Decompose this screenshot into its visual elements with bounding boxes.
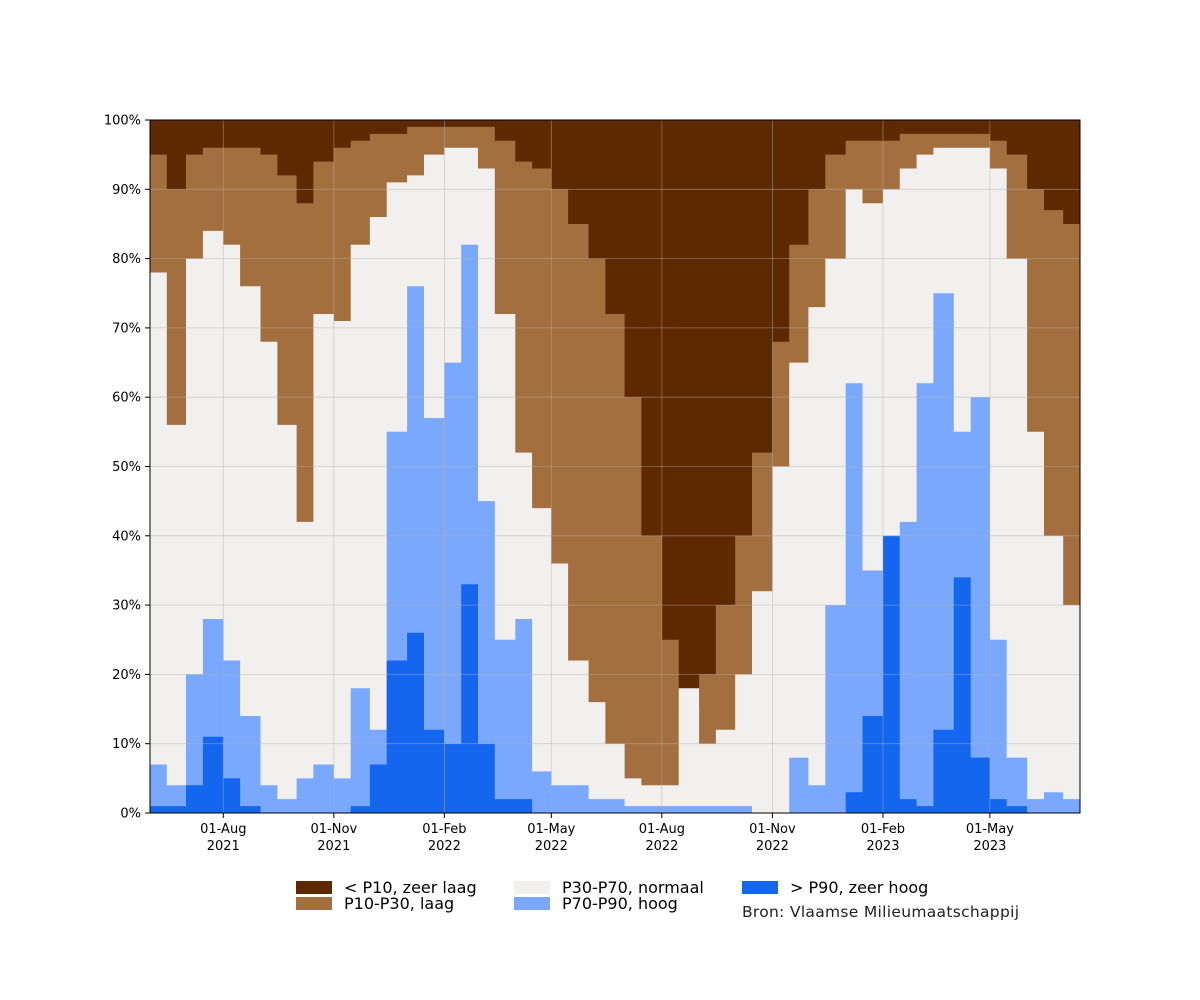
- x-tick-label: 01-Nov: [749, 822, 796, 837]
- legend-label-hoog: P70-P90, hoog: [562, 894, 678, 913]
- legend-item-hoog: P70-P90, hoog: [514, 894, 678, 913]
- y-tick-label: 30%: [112, 599, 141, 614]
- y-tick-label: 50%: [112, 460, 141, 475]
- source-note: Bron: Vlaamse Milieumaatschappij: [742, 903, 1020, 921]
- legend-swatch-normaal: [514, 881, 550, 894]
- x-tick-year-label: 2022: [645, 839, 678, 854]
- x-tick-label: 01-Aug: [639, 822, 685, 837]
- y-tick-label: 100%: [104, 114, 141, 129]
- x-tick-label: 01-Feb: [861, 822, 905, 837]
- legend-swatch-zeer-laag: [296, 881, 332, 894]
- plot-area: [150, 120, 1080, 813]
- legend-label-laag: P10-P30, laag: [344, 894, 455, 913]
- y-tick-label: 0%: [120, 807, 141, 822]
- y-tick-label: 70%: [112, 321, 141, 336]
- x-axis: 01-Aug 2021 01-Nov 2021 01-Feb 2022 01-May 2022…: [200, 813, 1014, 854]
- x-tick-label: 01-Nov: [311, 822, 358, 837]
- legend: < P10, zeer laag P10-P30, laag P30-P70, …: [296, 878, 1056, 928]
- y-tick-label: 20%: [112, 668, 141, 683]
- x-tick-year-label: 2022: [756, 839, 789, 854]
- x-tick-year-label: 2023: [866, 839, 899, 854]
- legend-label-zeer-hoog: > P90, zeer hoog: [790, 878, 929, 897]
- legend-label-zeer-laag: < P10, zeer laag: [344, 878, 477, 897]
- y-tick-label: 90%: [112, 183, 141, 198]
- legend-swatch-laag: [296, 897, 332, 910]
- legend-item-zeer-hoog: > P90, zeer hoog: [742, 878, 928, 897]
- x-tick-year-label: 2023: [973, 839, 1006, 854]
- x-tick-year-label: 2022: [535, 839, 568, 854]
- legend-item-laag: P10-P30, laag: [296, 894, 454, 913]
- legend-swatch-hoog: [514, 897, 550, 910]
- y-tick-label: 40%: [112, 529, 141, 544]
- legend-swatch-zeer-hoog: [742, 881, 778, 894]
- y-tick-label: 10%: [112, 737, 141, 752]
- legend-label-normaal: P30-P70, normaal: [562, 878, 704, 897]
- y-tick-label: 80%: [112, 252, 141, 267]
- area-hoog: [150, 244, 1080, 813]
- x-tick-year-label: 2021: [317, 839, 350, 854]
- x-tick-year-label: 2021: [207, 839, 240, 854]
- x-tick-label: 01-Aug: [200, 822, 246, 837]
- y-axis: 0% 10% 20% 30% 40% 50% 60% 70% 80% 90% 100%: [104, 114, 150, 822]
- x-tick-label: 01-May: [966, 822, 1014, 837]
- x-tick-label: 01-Feb: [422, 822, 466, 837]
- x-tick-year-label: 2022: [428, 839, 461, 854]
- y-tick-label: 60%: [112, 391, 141, 406]
- legend-item-zeer-laag: < P10, zeer laag: [296, 878, 477, 897]
- legend-item-normaal: P30-P70, normaal: [514, 878, 704, 897]
- x-tick-label: 01-May: [527, 822, 575, 837]
